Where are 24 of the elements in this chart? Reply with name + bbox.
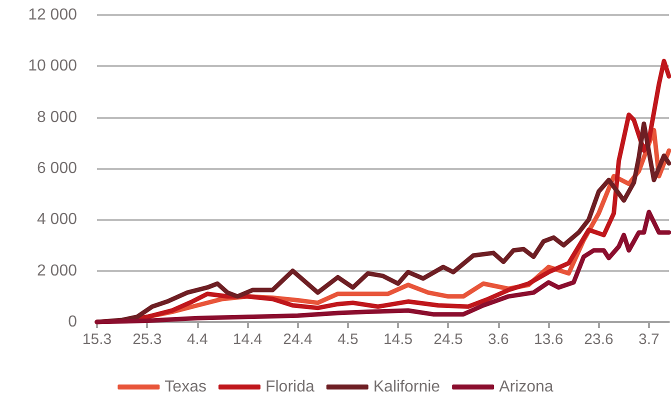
line-series	[94, 210, 671, 324]
x-tick-label: 4.4	[186, 331, 208, 348]
y-tick-label: 6 000	[36, 160, 78, 177]
y-tick-label: 4 000	[36, 211, 78, 228]
x-tick-label: 4.5	[337, 331, 358, 348]
x-tick-label: 3.7	[638, 331, 660, 348]
x-tick-label: 13.6	[534, 331, 564, 348]
x-tick-label: 23.6	[584, 331, 614, 348]
x-tick-label: 24.4	[283, 331, 312, 348]
y-tick-label: 8 000	[36, 108, 78, 126]
x-tick-label: 24.5	[434, 331, 463, 348]
legend-label: Texas	[164, 378, 206, 396]
y-tick-label: 0	[68, 314, 78, 330]
x-tick-label: 3.6	[488, 331, 509, 348]
x-tick-label: 15.3	[82, 331, 112, 348]
x-tick-label: 25.3	[132, 331, 162, 348]
y-tick-label: 2 000	[36, 262, 78, 280]
x-tick-label: 14.4	[232, 331, 262, 348]
legend-label: Florida	[265, 378, 314, 396]
legend-label: Kalifornie	[373, 378, 440, 396]
y-tick-label: 12 000	[28, 6, 78, 24]
y-tick-label: 10 000	[28, 58, 78, 75]
legend-label: Arizona	[499, 378, 554, 396]
x-tick-label: 14.5	[383, 331, 413, 348]
